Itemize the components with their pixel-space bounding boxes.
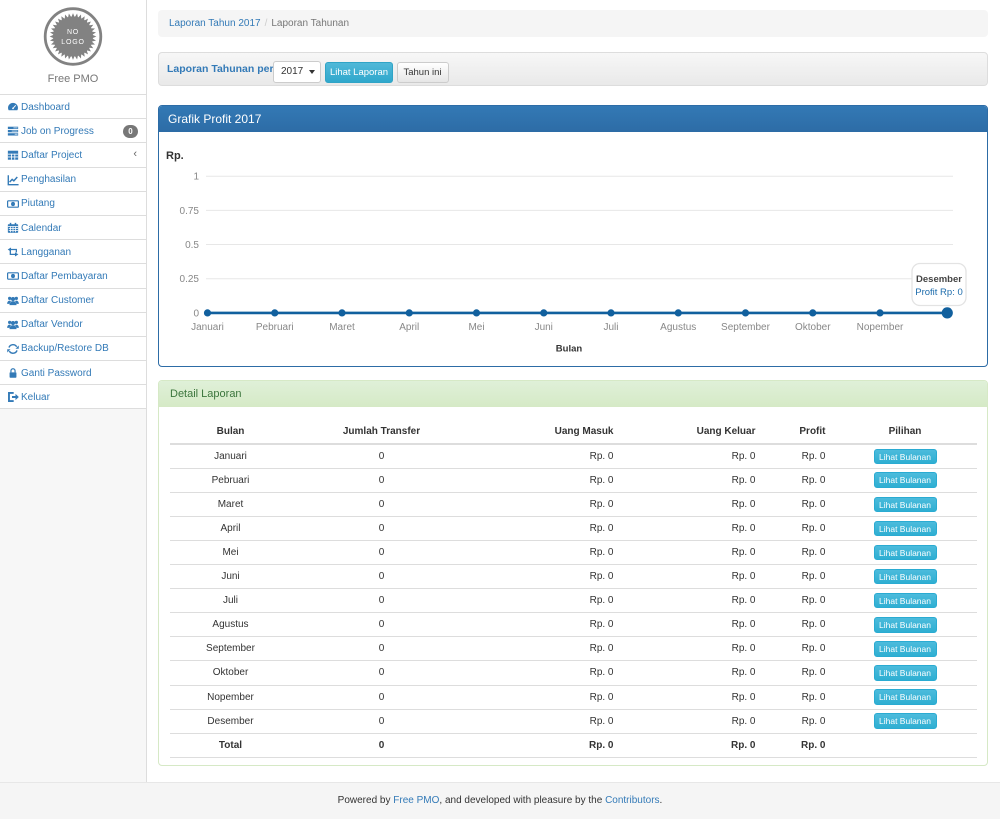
svg-text:Januari: Januari bbox=[191, 322, 224, 333]
svg-text:Juni: Juni bbox=[535, 322, 553, 333]
svg-text:Rp.: Rp. bbox=[166, 150, 184, 162]
svg-text:NO: NO bbox=[67, 29, 79, 36]
svg-text:Oktober: Oktober bbox=[795, 322, 831, 333]
svg-text:0.75: 0.75 bbox=[180, 206, 200, 217]
svg-text:Nopember: Nopember bbox=[857, 322, 904, 333]
svg-text:Agustus: Agustus bbox=[660, 322, 696, 333]
svg-text:Juli: Juli bbox=[603, 322, 618, 333]
svg-text:Desember: Desember bbox=[916, 274, 962, 285]
svg-text:0.5: 0.5 bbox=[185, 240, 199, 251]
svg-text:0: 0 bbox=[193, 308, 199, 319]
svg-text:April: April bbox=[399, 322, 419, 333]
svg-text:Profit Rp: 0: Profit Rp: 0 bbox=[915, 287, 963, 298]
svg-text:Mei: Mei bbox=[468, 322, 484, 333]
svg-text:Bulan: Bulan bbox=[556, 344, 583, 355]
svg-text:1: 1 bbox=[193, 172, 199, 183]
svg-text:Maret: Maret bbox=[329, 322, 355, 333]
svg-text:Pebruari: Pebruari bbox=[256, 322, 294, 333]
svg-text:September: September bbox=[721, 322, 771, 333]
svg-text:0.25: 0.25 bbox=[180, 274, 200, 285]
svg-text:LOGO: LOGO bbox=[61, 39, 84, 46]
